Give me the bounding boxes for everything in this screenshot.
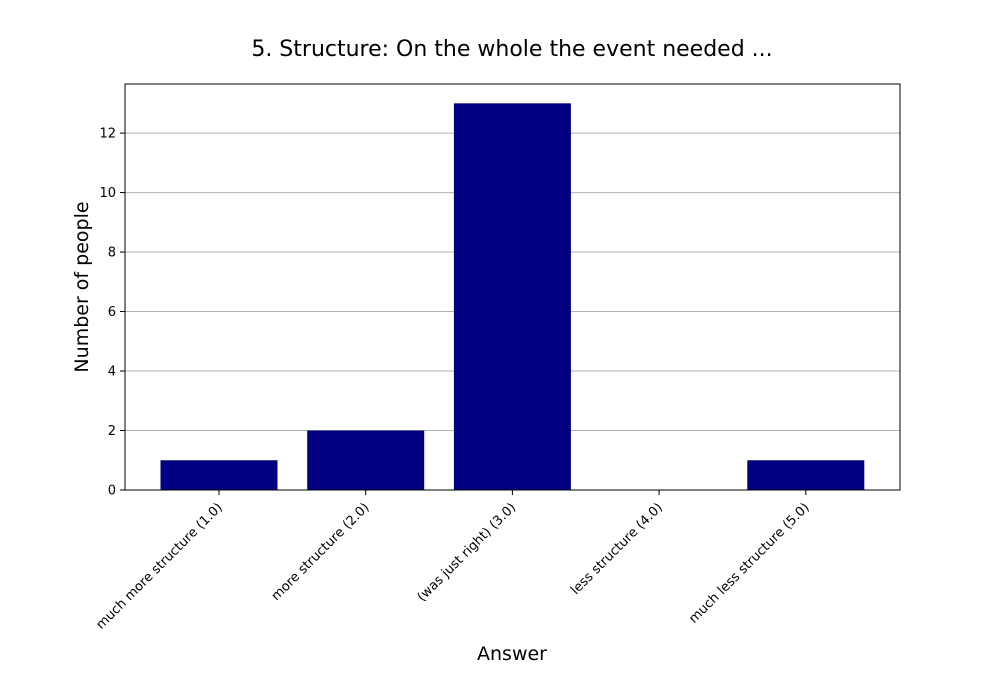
bar bbox=[747, 460, 865, 490]
bar bbox=[453, 103, 571, 490]
x-tick-label: much less structure (5.0) bbox=[686, 500, 812, 626]
x-axis-title: Answer bbox=[477, 643, 547, 665]
chart-title: 5. Structure: On the whole the event nee… bbox=[251, 37, 772, 62]
bars bbox=[160, 103, 865, 490]
bar bbox=[160, 460, 278, 490]
y-axis-title: Number of people bbox=[71, 201, 93, 372]
x-tick-label: much more structure (1.0) bbox=[93, 500, 225, 632]
y-tick-label: 12 bbox=[99, 127, 116, 142]
x-tick-label: less structure (4.0) bbox=[568, 500, 666, 598]
y-tick-label: 4 bbox=[108, 365, 116, 380]
y-tick-label: 2 bbox=[108, 424, 116, 439]
y-tick-label: 6 bbox=[108, 305, 116, 320]
y-tick-label: 8 bbox=[108, 246, 116, 261]
y-tick-label: 0 bbox=[108, 484, 116, 499]
x-tick-label: (was just right) (3.0) bbox=[415, 500, 520, 605]
y-axis-ticks: 0 2 4 6 8 10 12 bbox=[99, 127, 125, 499]
y-tick-label: 10 bbox=[99, 186, 116, 201]
x-axis-ticks: much more structure (1.0) more structure … bbox=[93, 490, 813, 633]
x-tick-label: more structure (2.0) bbox=[269, 500, 373, 604]
bar bbox=[307, 430, 425, 490]
